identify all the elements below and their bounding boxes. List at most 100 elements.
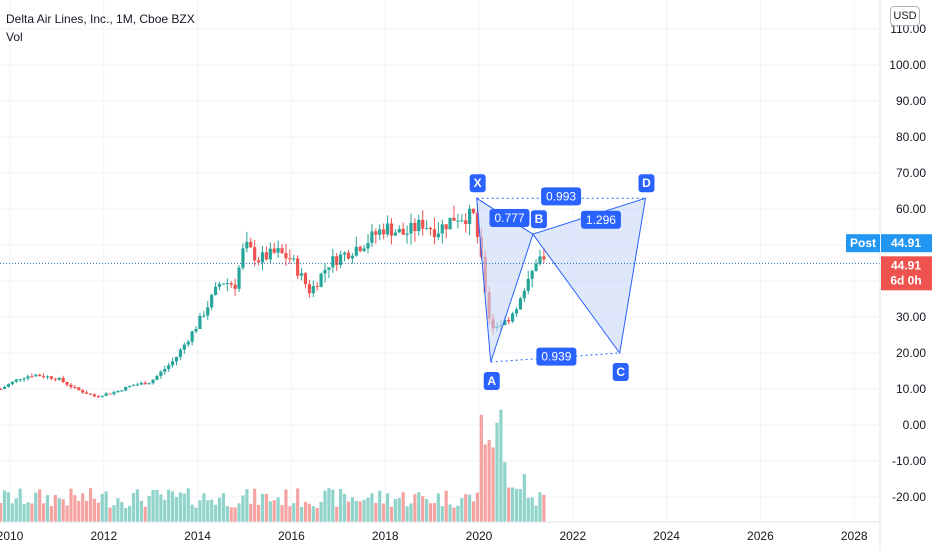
volume-bar (401, 492, 405, 522)
candle-body (350, 255, 354, 259)
candle-body (311, 286, 315, 294)
candle-body (366, 242, 370, 249)
volume-bar (253, 488, 257, 522)
volume-label: Vol (6, 30, 23, 44)
volume-bar (292, 503, 296, 522)
post-price: 44.91 (891, 236, 921, 250)
candle-body (526, 278, 530, 291)
harmonic-pattern[interactable]: X A B C D 0.777 0.993 1.296 0.939 (469, 174, 655, 390)
volume-bar (268, 501, 272, 522)
volume-bar (108, 507, 112, 522)
volume-bar (22, 504, 26, 522)
pattern-point-c: C (616, 365, 625, 379)
y-tick-label: -20.00 (892, 490, 926, 504)
volume-bar (73, 495, 77, 522)
volume-bar (421, 496, 425, 522)
volume-bar (249, 503, 253, 522)
candle-body (339, 254, 343, 265)
candle-body (65, 382, 69, 385)
candle-body (14, 379, 18, 382)
candle-body (471, 208, 476, 213)
candle-body (225, 283, 229, 285)
candle-body (210, 294, 214, 308)
candle-body (34, 374, 38, 377)
candle-body (85, 392, 89, 394)
candle-body (280, 248, 284, 254)
volume-bar (237, 503, 241, 522)
volume-bar (374, 502, 378, 522)
volume-bar (53, 495, 57, 522)
x-tick-label: 2016 (278, 529, 305, 543)
pattern-point-x-bg (469, 174, 486, 193)
pattern-ratio-bg (489, 209, 530, 227)
volume-bar (331, 489, 335, 522)
candle-body (315, 286, 319, 288)
pattern-point-d: D (642, 176, 651, 190)
candle-body (534, 263, 538, 271)
candle-body (354, 246, 358, 256)
x-tick-label: 2018 (372, 529, 399, 543)
candle-body (370, 231, 374, 243)
candle-body (436, 233, 440, 238)
volume-bar (417, 492, 421, 522)
volume-bar (479, 414, 483, 522)
volume-bar (65, 505, 69, 522)
candle-body (253, 247, 257, 261)
volume-bar (495, 422, 499, 522)
volume-bar (92, 498, 97, 522)
volume-bar (14, 498, 18, 522)
candle-body (292, 258, 296, 260)
candle-body (335, 256, 339, 265)
candle-body (190, 331, 194, 342)
candle-body (342, 252, 347, 255)
candle-body (475, 212, 480, 237)
volume-bar (346, 501, 351, 522)
candle-body (194, 328, 198, 332)
candle-body (401, 228, 405, 235)
x-tick-label: 2026 (747, 529, 774, 543)
volume-bar (245, 489, 249, 522)
candle-body (448, 217, 452, 230)
candle-body (241, 248, 245, 268)
volume-bar (464, 494, 468, 522)
candle-body (26, 376, 30, 379)
plot-area[interactable] (0, 0, 880, 522)
volume-bar (514, 488, 519, 522)
volume-bar (6, 492, 11, 522)
candle-body (69, 384, 73, 388)
volume-bar (339, 489, 343, 522)
volume-bar (378, 490, 382, 522)
candle-body (444, 224, 448, 230)
volume-bar (436, 493, 440, 522)
volume-bar (358, 501, 362, 522)
volume-bar (49, 506, 54, 522)
pattern-point-b-bg (530, 210, 547, 229)
volume-bar (186, 488, 190, 522)
volume-bar (311, 506, 315, 522)
candle-body (382, 229, 386, 235)
volume-bar (272, 500, 276, 522)
y-tick-label: 60.00 (896, 202, 926, 216)
candle-body (413, 222, 417, 232)
candle-body (421, 219, 425, 229)
time-axis[interactable]: 2010 2012 2014 2016 2018 2020 2022 2024 2026 2028 (0, 529, 868, 543)
pattern-ratio-bg (536, 347, 577, 366)
volume-bar (225, 505, 229, 522)
volume-bar (354, 500, 358, 522)
candle-body (514, 309, 519, 314)
candle-body (303, 273, 308, 285)
volume-bars (0, 409, 546, 522)
candle-body (217, 284, 222, 287)
volume-bar (202, 493, 206, 522)
candle-body (143, 382, 147, 385)
volume-bar (425, 499, 429, 522)
candle-body (42, 376, 46, 378)
volume-bar (397, 498, 401, 522)
candle-body (319, 273, 323, 287)
candle-body (538, 256, 542, 264)
volume-bar (42, 503, 46, 522)
candle-body (81, 390, 85, 393)
currency-button[interactable]: USD (890, 6, 920, 26)
candle-body (155, 375, 159, 380)
